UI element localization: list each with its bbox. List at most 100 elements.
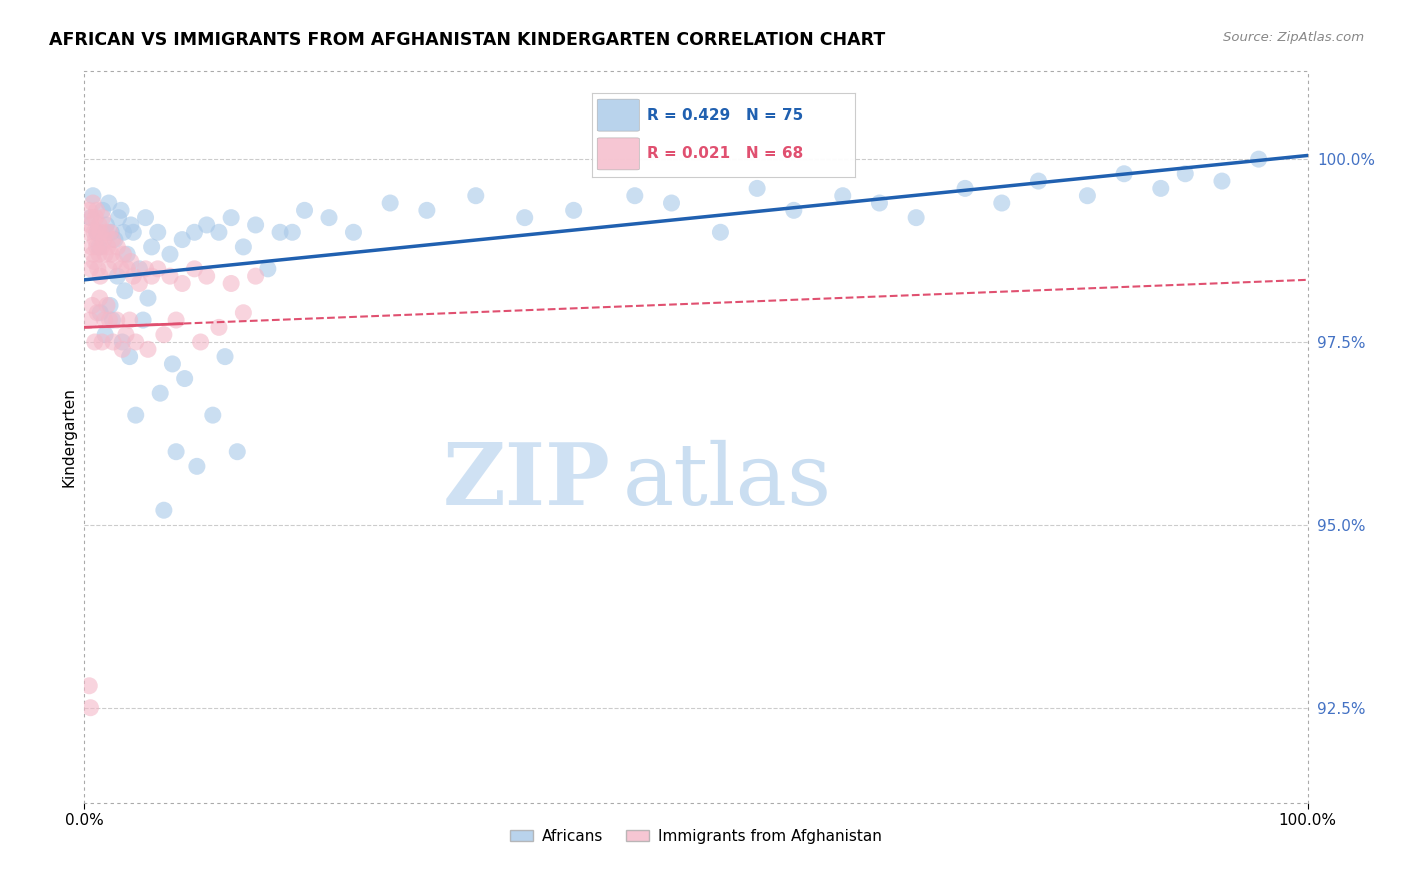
Point [97,261,120,276]
Point [94,247,117,261]
Point [104,233,127,247]
Point [112,247,135,261]
Point [125,408,148,422]
Point [208,320,231,334]
Point [104,254,127,268]
Point [87,218,110,232]
Point [79,700,101,714]
Point [1028,174,1050,188]
Point [245,269,267,284]
Point [831,188,853,202]
Point [709,225,731,239]
Point [105,269,128,284]
Point [232,306,254,320]
Point [89,306,111,320]
Point [82,196,104,211]
Point [991,196,1014,211]
Point [114,284,136,298]
Point [82,247,104,261]
Point [195,218,218,232]
Point [905,211,928,225]
Point [125,334,148,349]
Point [105,240,128,254]
Point [281,225,304,239]
Point [869,196,891,211]
Point [89,225,111,239]
Point [294,203,316,218]
Point [87,261,110,276]
Point [115,247,138,261]
Point [1150,181,1173,195]
Point [141,269,163,284]
Point [153,327,176,342]
Point [87,225,110,239]
Point [269,225,291,239]
Point [136,343,159,357]
Point [96,298,118,312]
Point [77,225,100,239]
Point [201,408,224,422]
Point [219,211,242,225]
Point [953,181,976,195]
Point [89,291,111,305]
Point [77,203,100,218]
Point [80,240,103,254]
Point [82,188,104,202]
Point [79,313,101,327]
Point [90,240,112,254]
Point [84,211,107,225]
Point [118,313,141,327]
Point [115,261,138,276]
Text: AFRICAN VS IMMIGRANTS FROM AFGHANISTAN KINDERGARTEN CORRELATION CHART: AFRICAN VS IMMIGRANTS FROM AFGHANISTAN K… [49,31,886,49]
Point [141,240,163,254]
Point [94,327,117,342]
Point [115,327,138,342]
Point [562,203,585,218]
Point [107,211,129,225]
Point [91,211,114,225]
Point [101,313,124,327]
Point [226,444,249,458]
Point [96,225,118,239]
Point [513,211,536,225]
Point [146,225,169,239]
Point [136,291,159,305]
Point [135,261,157,276]
Point [122,269,145,284]
Point [93,313,115,327]
Point [100,225,122,239]
Point [87,247,110,261]
Point [86,225,108,239]
Point [783,203,806,218]
Point [98,313,121,327]
Point [208,225,231,239]
Point [172,277,194,291]
Point [118,350,141,364]
Point [149,386,172,401]
Point [1174,167,1197,181]
Point [464,188,486,202]
Point [91,334,114,349]
Point [162,357,184,371]
Point [98,225,121,239]
Point [146,261,169,276]
Point [159,269,181,284]
Point [83,254,105,268]
Point [183,261,205,276]
Point [79,261,101,276]
Point [132,313,155,327]
Point [96,218,118,232]
Point [128,277,150,291]
Point [110,203,132,218]
Point [111,343,134,357]
Point [110,261,132,276]
Point [342,225,364,239]
Point [214,350,236,364]
Point [135,211,157,225]
Point [83,334,105,349]
Point [79,211,101,225]
Point [165,444,187,458]
Point [86,203,108,218]
Point [77,679,100,693]
Point [195,269,218,284]
